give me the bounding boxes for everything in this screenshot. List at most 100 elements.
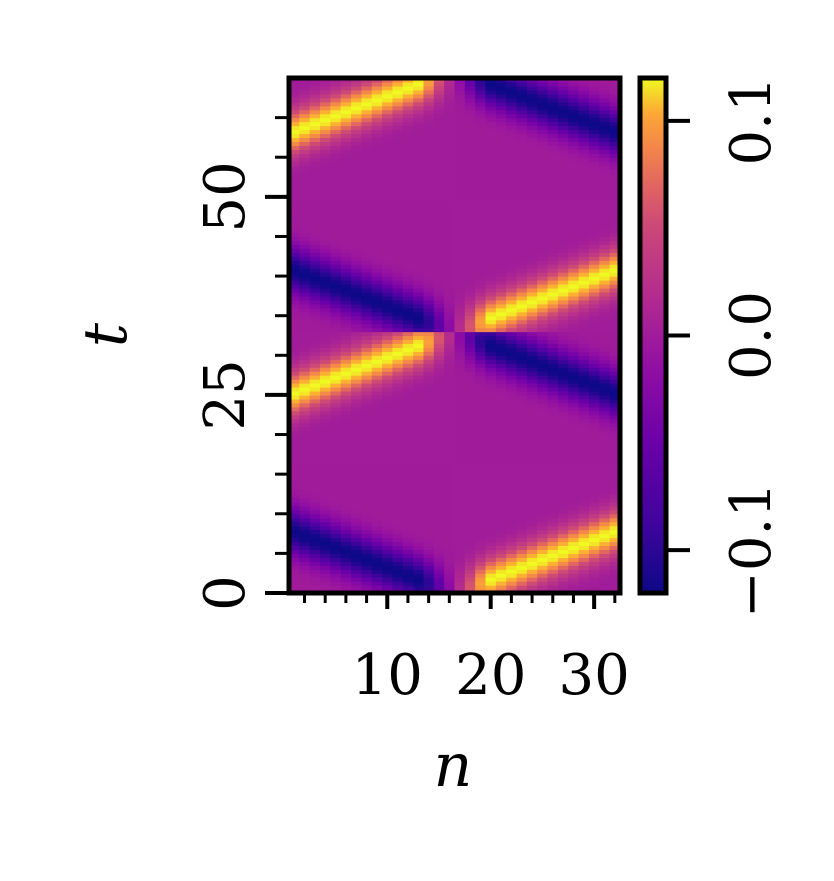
heatmap-cell — [444, 85, 456, 91]
heatmap-cell — [609, 141, 621, 146]
heatmap-cell — [444, 97, 456, 103]
heatmap-cell — [475, 406, 487, 412]
heatmap-cell — [454, 137, 466, 142]
heatmap-cell — [444, 137, 456, 142]
heatmap-cell — [433, 232, 445, 238]
heatmap-cell — [537, 585, 549, 590]
heatmap-cell — [599, 533, 611, 539]
heatmap-cell — [475, 434, 487, 440]
heatmap-cell — [444, 315, 456, 321]
heatmap-cell — [526, 581, 538, 586]
heatmap-cell — [547, 430, 559, 436]
heatmap-cell — [495, 311, 507, 317]
heatmap-cell — [547, 188, 559, 194]
heatmap-cell — [340, 287, 352, 293]
heatmap-cell — [444, 327, 456, 333]
heatmap-cell — [588, 224, 600, 230]
heatmap-cell — [340, 299, 352, 305]
heatmap-cell — [609, 585, 621, 590]
heatmap-cell — [454, 184, 466, 190]
heatmap-cell — [444, 426, 456, 432]
heatmap-cell — [547, 276, 559, 281]
heatmap-cell — [413, 434, 425, 440]
heatmap-cell — [516, 177, 528, 182]
heatmap-cell — [568, 272, 580, 277]
heatmap-cell — [557, 561, 569, 566]
heatmap-cell — [578, 117, 590, 123]
heatmap-cell — [392, 287, 404, 293]
heatmap-cell — [464, 165, 476, 170]
heatmap-cell — [599, 268, 611, 273]
heatmap-cell — [537, 577, 549, 582]
heatmap-cell — [526, 145, 538, 150]
heatmap-cell — [433, 133, 445, 139]
heatmap-cell — [537, 458, 549, 463]
heatmap-cell — [309, 208, 321, 214]
heatmap-cell — [423, 442, 435, 448]
heatmap-cell — [495, 383, 507, 388]
heatmap-cell — [516, 188, 528, 194]
heatmap-cell — [309, 157, 321, 162]
heatmap-cell — [599, 482, 611, 487]
heatmap-cell — [413, 236, 425, 242]
heatmap-cell — [475, 220, 487, 226]
heatmap-cell — [599, 359, 611, 364]
heatmap-cell — [485, 486, 497, 491]
heatmap-cell — [506, 113, 518, 119]
heatmap-cell — [392, 553, 404, 558]
heatmap-cell — [516, 287, 528, 293]
heatmap-cell — [320, 486, 331, 491]
heatmap-cell — [557, 371, 569, 376]
heatmap-cell — [547, 347, 559, 352]
heatmap-cell — [340, 493, 352, 499]
heatmap-cell — [557, 545, 569, 551]
heatmap-cell — [330, 291, 342, 297]
heatmap-cell — [444, 268, 456, 273]
heatmap-cell — [454, 81, 466, 87]
heatmap-cell — [382, 327, 394, 333]
heatmap-cell — [371, 446, 383, 451]
heatmap-cell — [392, 581, 404, 586]
heatmap-cell — [320, 470, 331, 475]
heatmap-cell — [433, 105, 445, 111]
heatmap-cell — [495, 224, 507, 230]
heatmap-cell — [361, 157, 373, 162]
heatmap-cell — [423, 383, 435, 388]
heatmap-cell — [557, 244, 569, 249]
heatmap-cell — [320, 581, 331, 586]
heatmap-cell — [495, 359, 507, 364]
heatmap-cell — [351, 165, 362, 170]
heatmap-cell — [516, 141, 528, 146]
heatmap-cell — [340, 244, 352, 249]
heatmap-cell — [578, 418, 590, 424]
heatmap-cell — [547, 517, 559, 523]
heatmap-cell — [382, 406, 394, 412]
heatmap-cell — [289, 216, 300, 222]
heatmap-cell — [547, 232, 559, 238]
heatmap-cell — [340, 319, 352, 325]
heatmap-cell — [588, 280, 600, 285]
heatmap-cell — [444, 161, 456, 166]
heatmap-cell — [557, 276, 569, 281]
heatmap-cell — [537, 157, 549, 162]
heatmap-cell — [588, 184, 600, 190]
heatmap-cell — [423, 284, 435, 289]
heatmap-cell — [371, 220, 383, 226]
heatmap-cell — [568, 549, 580, 554]
heatmap-cell — [402, 125, 414, 131]
heatmap-cell — [495, 501, 507, 507]
heatmap-cell — [444, 509, 456, 515]
heatmap-cell — [340, 533, 352, 539]
heatmap-cell — [382, 169, 394, 174]
heatmap-cell — [330, 410, 342, 416]
heatmap-cell — [609, 383, 621, 388]
heatmap-cell — [568, 109, 580, 115]
heatmap-cell — [578, 486, 590, 491]
heatmap-cell — [578, 319, 590, 325]
heatmap-cell — [402, 343, 414, 348]
heatmap-cell — [454, 458, 466, 463]
heatmap-cell — [578, 299, 590, 305]
heatmap-cell — [485, 398, 497, 404]
heatmap-cell — [547, 149, 559, 154]
heatmap-cell — [568, 248, 580, 253]
